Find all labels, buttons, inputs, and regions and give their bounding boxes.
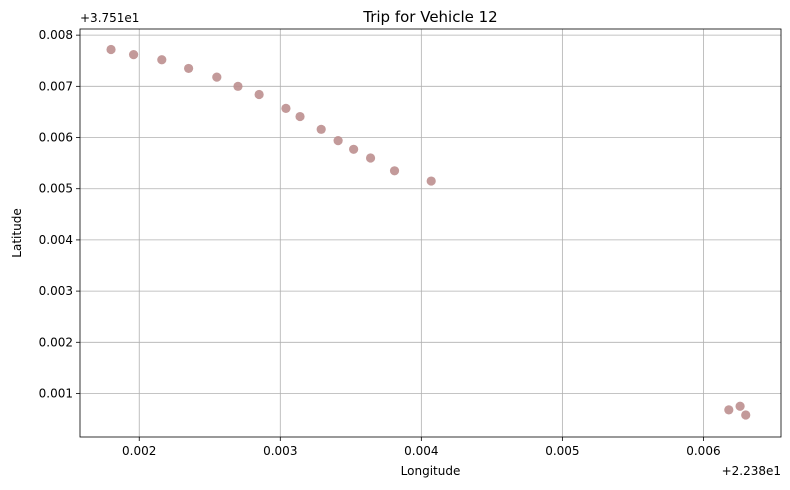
y-tick-label: 0.007 — [39, 79, 73, 93]
data-point — [128, 49, 139, 60]
plot-frame — [79, 28, 782, 438]
x-tick-label: 0.006 — [686, 444, 720, 458]
data-point — [316, 124, 326, 134]
y-tick-label: 0.006 — [39, 131, 73, 145]
grid-layer — [80, 29, 781, 437]
y-axis-label: Latitude — [10, 208, 24, 257]
data-point — [254, 89, 264, 100]
chart-title: Trip for Vehicle 12 — [362, 8, 497, 26]
y-offset-label: +3.751e1 — [80, 11, 139, 25]
data-point — [389, 166, 400, 176]
y-tick-label: 0.005 — [39, 182, 73, 196]
data-point — [741, 410, 751, 420]
x-tick-label: 0.002 — [122, 444, 156, 458]
data-point — [365, 153, 376, 163]
data-point — [157, 55, 167, 65]
y-tick-label: 0.002 — [39, 335, 73, 349]
data-point — [333, 135, 343, 146]
data-point — [106, 44, 116, 55]
data-point — [184, 63, 194, 74]
points-layer — [106, 44, 751, 420]
data-point — [295, 111, 305, 122]
x-axis-label: Longitude — [401, 464, 461, 478]
y-tick-label: 0.008 — [39, 28, 73, 42]
x-tick-label: 0.005 — [545, 444, 579, 458]
data-point — [212, 72, 222, 82]
data-point — [233, 81, 243, 91]
data-point — [281, 103, 291, 113]
y-tick-label: 0.004 — [39, 233, 73, 247]
data-point — [349, 144, 359, 154]
data-point — [426, 176, 436, 186]
x-offset-label: +2.238e1 — [722, 464, 781, 478]
data-point — [724, 405, 734, 415]
data-point — [735, 401, 745, 411]
x-tick-label: 0.004 — [404, 444, 438, 458]
y-tick-label: 0.003 — [39, 284, 73, 298]
x-tick-label: 0.003 — [263, 444, 297, 458]
y-tick-label: 0.001 — [39, 386, 73, 400]
ticks-layer: 0.002 0.003 0.004 0.005 0.006 0.001 0.002 0.003… — [39, 28, 721, 458]
